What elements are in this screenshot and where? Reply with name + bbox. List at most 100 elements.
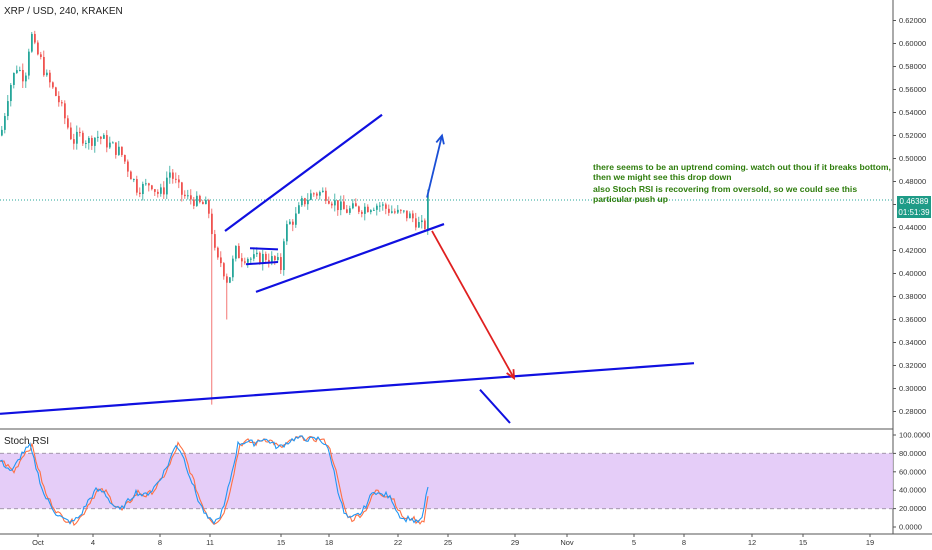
candle-body — [46, 72, 48, 76]
candle-body — [4, 116, 6, 130]
candle-body — [310, 193, 312, 200]
stoch-rsi-label[interactable]: Stoch RSI — [4, 436, 50, 447]
flag-top-line — [249, 247, 279, 251]
candle-body — [49, 72, 51, 83]
candle-body — [232, 258, 234, 278]
candle-body — [28, 51, 30, 76]
time-axis[interactable]: Oct 4 8 11 15 18 22 25 29 Nov 5 8 12 15 19 — [32, 534, 874, 547]
candle-body — [313, 193, 315, 195]
bar-countdown: 01:51:39 — [898, 208, 930, 217]
last-price-badge: 0.46389 01:51:39 — [897, 196, 931, 218]
candle-body — [256, 252, 258, 255]
candle-body — [151, 185, 153, 190]
candle-body — [394, 211, 396, 213]
candle-body — [43, 56, 45, 76]
stoch-k-line — [0, 435, 429, 525]
time-tick-label: 19 — [866, 538, 874, 547]
candle-body — [295, 213, 297, 225]
candle-body — [280, 257, 282, 271]
candle-body — [373, 209, 375, 211]
time-tick-label: Nov — [560, 538, 574, 547]
candle-body — [175, 178, 177, 180]
candle-body — [349, 208, 351, 213]
price-tick-label: 0.58000 — [899, 62, 926, 71]
price-tick-label: 0.38000 — [899, 292, 926, 301]
stoch-tick-label: 80.0000 — [899, 449, 926, 458]
candle-body — [208, 200, 210, 214]
annotation-note-uptrend[interactable]: there seems to be an uptrend coming. wat… — [593, 162, 891, 182]
candle-body — [61, 102, 63, 104]
price-tick-label: 0.44000 — [899, 223, 926, 232]
candle-body — [259, 252, 261, 264]
candle-body — [163, 187, 165, 195]
price-tick-label: 0.62000 — [899, 16, 926, 25]
candle-body — [262, 253, 264, 264]
candle-body — [223, 263, 225, 277]
symbol-title[interactable]: XRP / USD, 240, KRAKEN — [4, 6, 123, 17]
candle-body — [7, 101, 9, 117]
time-tick-label: 4 — [91, 538, 95, 547]
price-tick-label: 0.48000 — [899, 177, 926, 186]
candle-body — [406, 210, 408, 219]
time-tick-label: 11 — [206, 538, 214, 547]
candle-body — [247, 258, 249, 263]
candle-body — [124, 154, 126, 162]
candle-body — [10, 84, 12, 102]
candle-body — [193, 199, 195, 206]
time-tick-label: 15 — [277, 538, 285, 547]
price-tick-label: 0.42000 — [899, 246, 926, 255]
channel-lower-trendline — [255, 223, 445, 293]
stoch-axis: 100.0000 80.0000 60.0000 40.0000 20.0000 0.00… — [893, 431, 930, 532]
price-axis[interactable]: 0.62000 0.60000 0.58000 0.56000 0.54000 0.520… — [893, 16, 926, 416]
candle-body — [376, 205, 378, 210]
candle-body — [343, 201, 345, 210]
candle-body — [109, 142, 111, 148]
candle-body — [196, 195, 198, 206]
candle-body — [325, 190, 327, 201]
candle-body — [427, 194, 429, 229]
price-tick-label: 0.54000 — [899, 108, 926, 117]
candle-body — [226, 276, 228, 283]
candle-body — [346, 209, 348, 213]
candle-body — [190, 195, 192, 200]
time-tick-label: 15 — [799, 538, 807, 547]
candle-body — [106, 135, 108, 148]
candle-body — [148, 183, 150, 186]
price-tick-label: 0.34000 — [899, 338, 926, 347]
candle-body — [211, 213, 213, 235]
annotation-note-stoch[interactable]: also Stoch RSI is recovering from overso… — [593, 184, 858, 204]
candle-body — [397, 209, 399, 213]
candle-body — [88, 137, 90, 144]
candle-body — [13, 72, 15, 85]
candle-body — [55, 87, 57, 96]
candle-body — [370, 210, 372, 213]
trend-drawings[interactable] — [0, 113, 695, 424]
stoch-tick-label: 60.0000 — [899, 467, 926, 476]
candle-body — [418, 222, 420, 228]
candle-body — [22, 69, 24, 82]
candle-body — [235, 245, 237, 259]
candle-body — [331, 203, 333, 206]
time-tick-label: 12 — [748, 538, 756, 547]
candle-body — [286, 224, 288, 242]
candle-body — [121, 146, 123, 155]
stoch-tick-label: 20.0000 — [899, 504, 926, 513]
price-tick-label: 0.56000 — [899, 85, 926, 94]
candle-body — [100, 136, 102, 139]
candle-body — [352, 203, 354, 209]
candle-body — [307, 199, 309, 205]
candle-body — [64, 103, 66, 119]
candle-body — [421, 220, 423, 223]
candle-body — [361, 211, 363, 214]
projection-line — [479, 388, 511, 424]
candle-body — [316, 193, 318, 196]
candle-body — [238, 245, 240, 259]
candle-body — [76, 131, 78, 144]
candle-body — [355, 203, 357, 207]
candle-body — [424, 220, 426, 229]
price-tick-label: 0.28000 — [899, 407, 926, 416]
time-tick-label: Oct — [32, 538, 45, 547]
candle-body — [79, 131, 81, 133]
candle-body — [409, 213, 411, 219]
